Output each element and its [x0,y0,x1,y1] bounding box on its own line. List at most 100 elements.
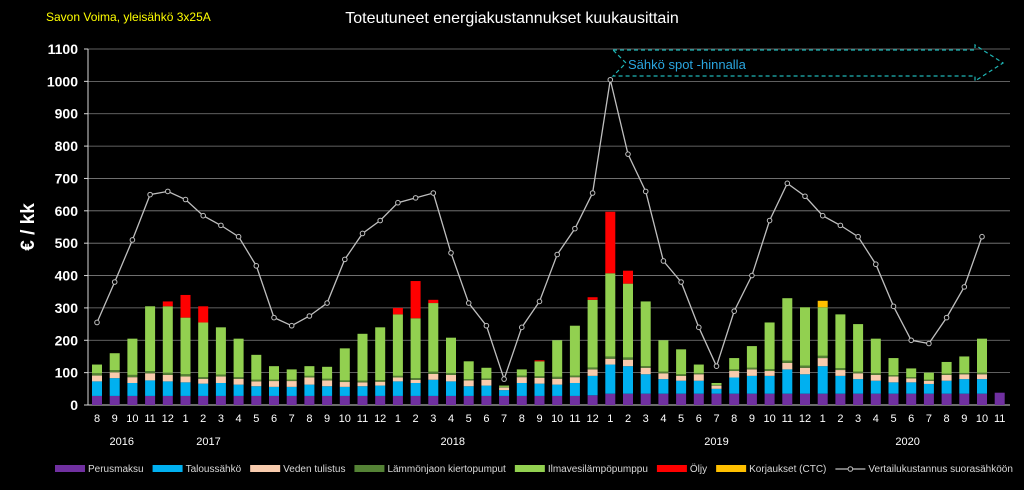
bar-segment [92,373,102,376]
legend-swatch [250,465,281,472]
bar-segment [870,374,881,381]
bar-segment [109,370,120,373]
bar-segment [888,393,899,405]
line-point [749,272,755,279]
bar-segment [410,318,421,379]
bar-segment [782,362,793,370]
bar-segment [729,358,740,370]
x-tick-label: 6 [483,413,489,425]
bar-segment [729,377,740,394]
bar-segment [569,377,580,383]
bar-segment [587,297,598,300]
bar-segment [304,375,315,378]
bar-segment [959,372,970,375]
bar-segment [180,294,191,318]
bar-segment [676,349,687,375]
bar-segment [428,371,439,374]
bar-segment [357,386,368,396]
bar-segment [711,388,722,394]
line-point [271,314,277,321]
bar-segment [605,211,616,274]
annotation-label: Sähkö spot -hinnalla [628,57,747,72]
bar-segment [835,368,846,371]
bar-segment [977,379,987,394]
bar-segment [534,360,545,362]
x-tick-label: 9 [112,413,118,425]
y-tick-label: 800 [55,138,79,154]
line-point [678,279,684,285]
chart-subtitle: Savon Voima, yleisähkö 3x25A [46,10,211,24]
bar-segment [286,395,297,405]
bar-segment [941,393,952,405]
bar-segment [233,377,244,379]
line-point [660,258,667,264]
bar-segment [481,367,492,379]
line-point [519,324,525,331]
bar-segment [817,358,828,367]
bar-segment [127,395,138,405]
legend-label: Korjaukset (CTC) [749,464,826,475]
x-tick-label: 3 [643,413,649,425]
bar-segment [446,381,456,396]
bar-segment [853,373,864,380]
bar-segment [339,380,350,383]
line-point [377,217,384,224]
line-point [395,199,401,206]
line-point [696,324,702,331]
bar-segment [322,378,333,381]
bar-segment [145,395,156,405]
legend-label: Perusmaksu [88,464,144,475]
bar-segment [428,303,439,372]
line-point [625,151,631,157]
bar-segment [516,375,527,378]
x-tick-label: 5 [466,413,472,425]
bar-segment [162,381,173,396]
bar-segment [375,395,386,405]
bar-segment [233,395,244,405]
bar-segment [410,281,421,319]
bar-segment [658,373,669,380]
bar-segment [640,374,651,394]
bar-segment [251,381,262,387]
bar-segment [286,379,297,382]
y-tick-label: 100 [55,365,79,381]
bar-segment [446,374,456,382]
bar-segment [463,361,474,380]
x-tick-label: 4 [448,413,454,425]
bar-segment [145,373,156,381]
bar-segment [215,376,226,383]
bar-segment [516,395,527,405]
bar-segment [782,369,793,394]
line-point [731,308,738,314]
bar-segment [428,379,439,396]
bar-segment [251,395,262,405]
x-tick-label: 8 [731,413,737,425]
bar-segment [640,367,651,375]
bar-segment [428,395,439,405]
line-point [713,363,720,369]
x-tick-label: 3 [855,413,861,425]
x-tick-label: 11 [569,413,580,425]
bar-segment [977,393,987,405]
line-point [147,191,153,198]
bar-segment [817,393,828,405]
y-tick-label: 500 [55,235,79,251]
bar-segment [92,364,102,374]
bar-segment [286,369,297,380]
bar-segment [463,386,474,396]
bar-segment [994,392,1005,405]
bar-segment [357,395,368,405]
bar-segment [215,327,226,375]
bar-segment [711,384,722,386]
bar-segment [499,390,510,396]
legend-label: Ilmavesilämpöpumppu [548,464,648,475]
bar-segment [109,372,120,379]
legend-swatch [656,465,687,472]
x-tick-label: 4 [873,413,879,425]
x-tick-label: 5 [890,413,896,425]
bar-segment [499,387,510,391]
bar-segment [888,358,899,376]
bar-segment [906,378,917,383]
bar-segment [162,395,173,405]
line-point [448,250,454,256]
